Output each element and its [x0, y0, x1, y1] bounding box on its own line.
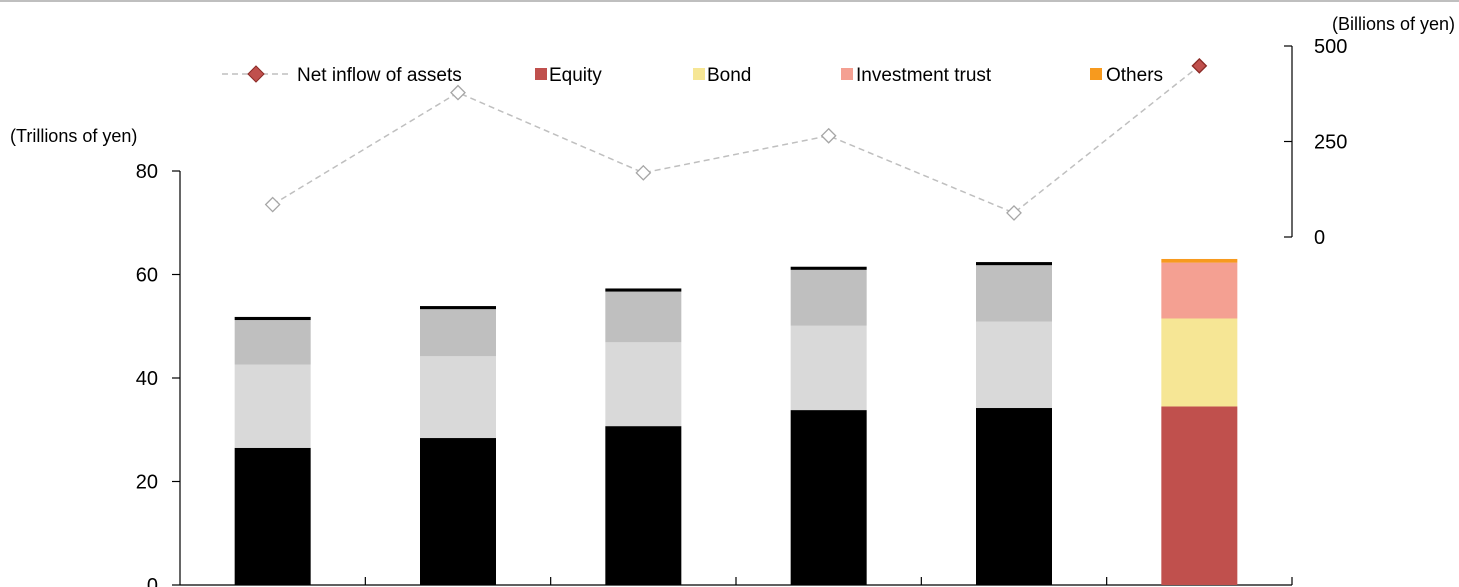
- bar-others: [605, 288, 682, 292]
- right-axis: 0 250 500: [1284, 36, 1347, 249]
- legend-investment-trust-swatch: [841, 68, 853, 80]
- bar-equity: [605, 426, 682, 585]
- bar-bond: [790, 325, 867, 411]
- bar-group: [234, 258, 1238, 585]
- net-inflow-point: [450, 84, 466, 101]
- net-inflow-point: [1191, 57, 1208, 74]
- bar-others: [420, 306, 496, 310]
- net-inflow-point: [820, 127, 837, 144]
- bar-investment-trust: [1161, 262, 1238, 319]
- bar-bond: [605, 342, 682, 427]
- bar-equity: [234, 447, 311, 585]
- net-inflow-point: [264, 196, 281, 213]
- legend-bond-label: Bond: [707, 65, 751, 86]
- bar-bond: [976, 321, 1052, 409]
- legend-investment-trust-label: Investment trust: [856, 65, 992, 86]
- right-axis-unit: (Billions of yen): [1332, 14, 1455, 34]
- bar-equity: [420, 438, 496, 585]
- right-axis-tick-label: 0: [1314, 227, 1325, 249]
- bar-investment-trust: [234, 320, 311, 365]
- bar-investment-trust: [790, 269, 867, 326]
- bar-others: [976, 262, 1052, 266]
- legend: Net inflow of assets Equity Bond Investm…: [222, 65, 1163, 86]
- left-axis-tick-label: 80: [136, 161, 158, 183]
- legend-net-inflow-label: Net inflow of assets: [297, 65, 462, 86]
- bar-investment-trust: [976, 265, 1052, 322]
- legend-others-label: Others: [1106, 65, 1163, 86]
- legend-others-swatch: [1090, 68, 1102, 80]
- bar-investment-trust: [605, 291, 682, 343]
- net-inflow-point: [635, 164, 652, 181]
- bar-bond: [420, 356, 496, 439]
- left-axis-unit: (Trillions of yen): [10, 126, 137, 146]
- left-axis-tick-label: 60: [136, 265, 158, 287]
- net-inflow-point: [1006, 205, 1022, 221]
- legend-equity-label: Equity: [549, 65, 602, 86]
- bar-equity: [976, 408, 1052, 585]
- net-inflow-polyline: [272, 65, 1200, 214]
- right-axis-tick-label: 250: [1314, 132, 1347, 154]
- left-axis-tick-label: 20: [136, 472, 158, 494]
- bar-others: [790, 266, 867, 270]
- legend-equity-swatch: [535, 68, 547, 80]
- right-axis-tick-label: 500: [1314, 36, 1347, 58]
- bar-bond: [234, 364, 311, 448]
- bar-equity: [790, 410, 867, 585]
- legend-net-inflow-marker: [247, 65, 265, 83]
- left-axis-tick-label: 40: [136, 368, 158, 390]
- legend-bond-swatch: [693, 68, 705, 80]
- bar-others: [234, 316, 311, 321]
- bar-bond: [1161, 318, 1238, 407]
- bar-others: [1161, 258, 1238, 263]
- bar-investment-trust: [420, 309, 496, 357]
- left-axis: 0 20 40 60 80: [136, 161, 1293, 587]
- bar-equity: [1161, 406, 1238, 585]
- net-inflow-line: [264, 57, 1208, 221]
- left-axis-tick-label: 0: [147, 575, 158, 587]
